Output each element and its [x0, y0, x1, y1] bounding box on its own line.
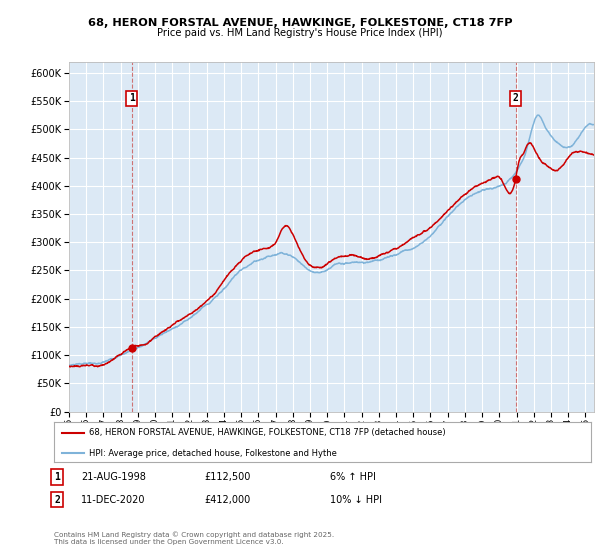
- Text: £412,000: £412,000: [204, 494, 250, 505]
- Text: 21-AUG-1998: 21-AUG-1998: [81, 472, 146, 482]
- Text: 2: 2: [54, 494, 60, 505]
- Text: 1: 1: [129, 94, 134, 104]
- Text: £112,500: £112,500: [204, 472, 250, 482]
- Text: Price paid vs. HM Land Registry's House Price Index (HPI): Price paid vs. HM Land Registry's House …: [157, 28, 443, 38]
- Text: Contains HM Land Registry data © Crown copyright and database right 2025.
This d: Contains HM Land Registry data © Crown c…: [54, 531, 334, 544]
- Text: 68, HERON FORSTAL AVENUE, HAWKINGE, FOLKESTONE, CT18 7FP: 68, HERON FORSTAL AVENUE, HAWKINGE, FOLK…: [88, 18, 512, 28]
- Text: HPI: Average price, detached house, Folkestone and Hythe: HPI: Average price, detached house, Folk…: [89, 449, 337, 458]
- Text: 10% ↓ HPI: 10% ↓ HPI: [330, 494, 382, 505]
- Text: 68, HERON FORSTAL AVENUE, HAWKINGE, FOLKESTONE, CT18 7FP (detached house): 68, HERON FORSTAL AVENUE, HAWKINGE, FOLK…: [89, 428, 446, 437]
- Text: 6% ↑ HPI: 6% ↑ HPI: [330, 472, 376, 482]
- Text: 2: 2: [512, 94, 518, 104]
- Text: 1: 1: [54, 472, 60, 482]
- Text: 11-DEC-2020: 11-DEC-2020: [81, 494, 146, 505]
